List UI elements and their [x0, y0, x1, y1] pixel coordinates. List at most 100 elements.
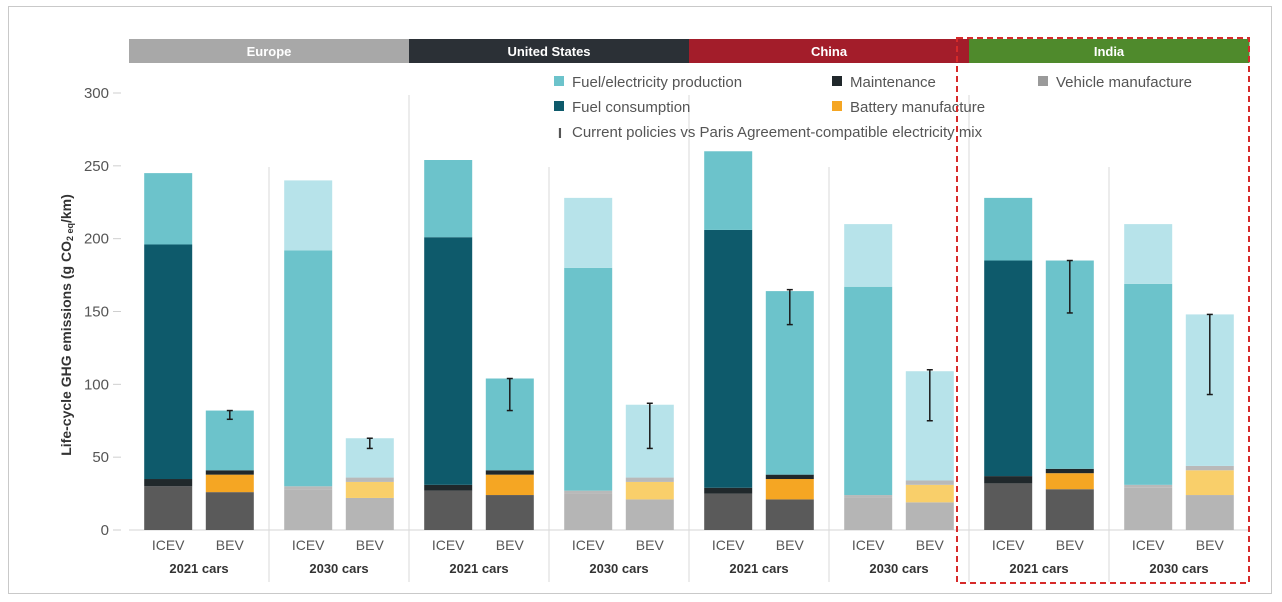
bar-segment-battery	[1185, 470, 1234, 496]
y-tick-label: 150	[84, 304, 109, 321]
group-label: 2021 cars	[169, 561, 228, 576]
legend-swatch-battery-manufacture	[832, 101, 842, 111]
bar-segment-maintenance	[765, 474, 814, 480]
bar-segment-production	[564, 197, 613, 268]
group-label: 2030 cars	[589, 561, 648, 576]
bar-label-icev: ICEV	[572, 537, 605, 553]
bar-segment-vehicle	[765, 499, 814, 530]
bar-segment-production	[424, 160, 473, 238]
bar-segment-vehicle	[485, 495, 534, 530]
bar-label-icev: ICEV	[292, 537, 325, 553]
bar-segment-vehicle	[1185, 495, 1234, 530]
bar-label-icev: ICEV	[152, 537, 185, 553]
highlight-box-india	[956, 37, 1250, 584]
bar-label-bev: BEV	[356, 537, 385, 553]
bar-segment-production	[144, 173, 193, 245]
legend-marker-error-bar: I	[558, 125, 562, 142]
y-tick-label: 0	[101, 522, 109, 539]
region-label: India	[1094, 44, 1125, 59]
bar-label-bev: BEV	[1196, 537, 1225, 553]
bar-label-icev: ICEV	[712, 537, 745, 553]
group-label: 2021 cars	[1009, 561, 1068, 576]
region-label: China	[811, 44, 848, 59]
bar-segment-vehicle	[205, 492, 254, 530]
bar-segment-vehicle	[844, 497, 893, 530]
y-tick-label: 300	[84, 85, 109, 102]
bar-segment-battery	[205, 474, 254, 493]
legend-swatch-maintenance	[832, 76, 842, 86]
region-header-united-states	[409, 39, 690, 63]
y-tick-label: 250	[84, 158, 109, 175]
y-tick-label: 50	[92, 449, 109, 466]
bar-segment-vehicle	[704, 493, 753, 530]
bar-segment-maintenance	[205, 470, 254, 475]
region-label: United States	[507, 44, 590, 59]
chart-frame: Europe United States China India 0 50 100 150 20…	[8, 6, 1272, 594]
region-header-india	[969, 39, 1250, 63]
y-axis-title-subscript: 2 eq	[65, 223, 75, 241]
bar-segment-production	[704, 151, 753, 230]
group-label: 2021 cars	[449, 561, 508, 576]
bar-segment-maintenance	[1124, 484, 1173, 488]
bar-segment-maintenance	[144, 479, 193, 487]
group-label: 2030 cars	[309, 561, 368, 576]
bar-segment-consumption	[844, 286, 893, 496]
y-tick-label: 100	[84, 376, 109, 393]
bar-segment-maintenance	[345, 477, 394, 482]
bar-segment-battery	[905, 484, 954, 503]
bar-segment-maintenance	[1045, 468, 1094, 474]
bar-label-bev: BEV	[916, 537, 945, 553]
bar-segment-vehicle	[1045, 489, 1094, 530]
bar-segment-maintenance	[564, 490, 613, 494]
legend-label: Maintenance	[850, 74, 936, 91]
bar-segment-vehicle	[625, 499, 674, 530]
bar-label-icev: ICEV	[432, 537, 465, 553]
bar-segment-production	[1124, 224, 1173, 284]
bar-label-bev: BEV	[776, 537, 805, 553]
y-axis-title-end: /km)	[58, 194, 74, 223]
bar-segment-maintenance	[844, 495, 893, 498]
legend-swatch-vehicle-manufacture	[1038, 76, 1048, 86]
bar-label-bev: BEV	[496, 537, 525, 553]
bar-label-icev: ICEV	[852, 537, 885, 553]
bar-segment-production	[844, 224, 893, 287]
bar-segment-vehicle	[424, 490, 473, 530]
bar-segment-battery	[345, 481, 394, 498]
bar-segment-production	[284, 180, 333, 251]
bar-segment-battery	[485, 474, 534, 496]
bar-segment-maintenance	[485, 470, 534, 475]
bar-segment-vehicle	[144, 486, 193, 530]
bar-segment-battery	[1045, 473, 1094, 490]
region-label: Europe	[247, 44, 292, 59]
bar-segment-battery	[765, 479, 814, 500]
bar-label-bev: BEV	[1056, 537, 1085, 553]
bar-segment-consumption	[564, 267, 613, 491]
bar-segment-vehicle	[564, 493, 613, 530]
y-axis-title: Life-cycle GHG emissions (g CO2 eq/km)	[58, 194, 75, 456]
legend-label: Current policies vs Paris Agreement-comp…	[572, 124, 983, 141]
bar-segment-vehicle	[905, 502, 954, 530]
legend-label: Fuel consumption	[572, 99, 690, 116]
bar-label-bev: BEV	[216, 537, 245, 553]
bar-segment-maintenance	[905, 480, 954, 485]
bar-segment-maintenance	[984, 476, 1033, 484]
bar-segment-production	[984, 197, 1033, 261]
bar-segment-consumption	[704, 229, 753, 488]
legend-swatch-fuel-consumption	[554, 101, 564, 111]
group-label: 2021 cars	[729, 561, 788, 576]
bar-segment-maintenance	[424, 484, 473, 491]
group-label: 2030 cars	[1149, 561, 1208, 576]
bar-segment-maintenance	[1185, 465, 1234, 471]
bar-segment-production	[205, 410, 254, 471]
bar-segment-vehicle	[345, 497, 394, 530]
bar-segment-vehicle	[1124, 487, 1173, 530]
bar-segment-consumption	[424, 237, 473, 485]
y-tick-label: 200	[84, 231, 109, 248]
region-header-china	[689, 39, 970, 63]
bar-segment-consumption	[984, 260, 1033, 477]
legend-label: Fuel/electricity production	[572, 74, 742, 91]
legend-label: Battery manufacture	[850, 99, 985, 116]
legend-label: Vehicle manufacture	[1056, 74, 1192, 91]
bar-segment-maintenance	[625, 477, 674, 482]
stacked-bar-chart: Europe United States China India 0 50 100 150 20…	[58, 37, 1250, 584]
